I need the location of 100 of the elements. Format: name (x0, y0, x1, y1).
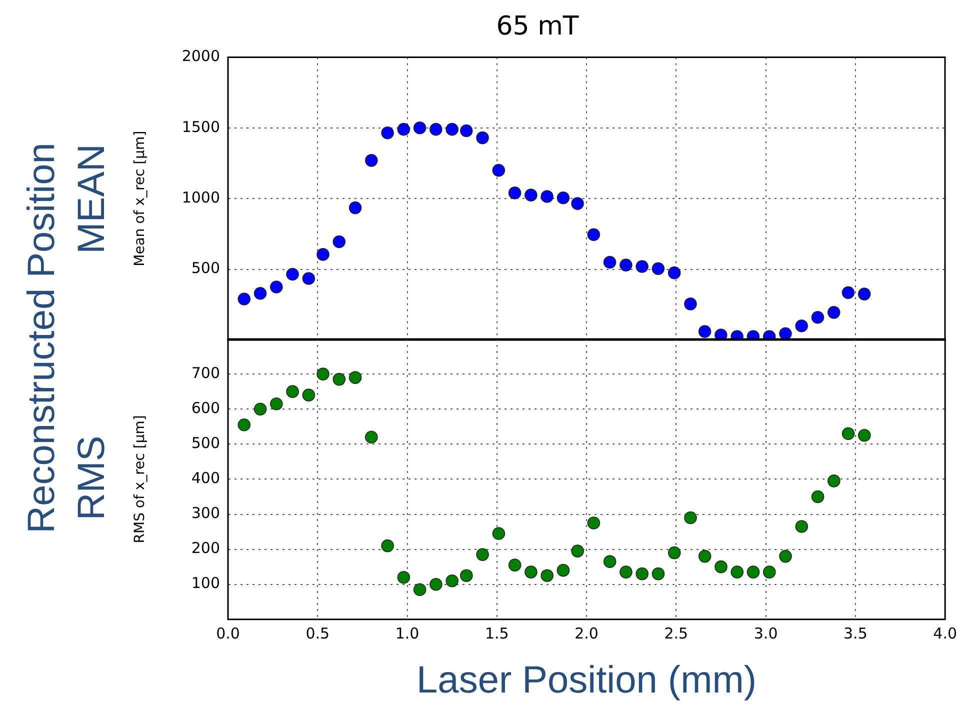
point (571, 197, 584, 210)
point (381, 126, 394, 140)
x-tick-label: 0.0 (216, 624, 240, 642)
point (668, 266, 681, 280)
point (730, 566, 744, 578)
point (714, 328, 728, 340)
point (828, 474, 840, 488)
point (556, 564, 570, 577)
point (524, 188, 538, 202)
point (254, 402, 267, 416)
x-tick-label: 1.5 (484, 624, 509, 642)
point (811, 490, 824, 504)
point (302, 272, 316, 285)
point (714, 560, 728, 574)
point (430, 578, 442, 591)
y-tick-label: 100 (191, 574, 220, 592)
point (476, 548, 489, 561)
y-tick-label: 600 (191, 398, 220, 417)
y-tick-label: 500 (191, 434, 220, 452)
point (652, 262, 665, 275)
point (587, 228, 600, 242)
point (620, 258, 632, 272)
point (492, 527, 506, 540)
y-axis-title: Mean of x_rec [μm] (132, 130, 148, 266)
point (795, 520, 808, 533)
x-tick-label: 3.0 (754, 624, 778, 642)
point (316, 368, 330, 380)
point (332, 372, 346, 386)
y-tick-label: 500 (191, 259, 220, 278)
point (668, 546, 681, 560)
point (332, 235, 346, 248)
x-tick-label: 0.5 (306, 624, 330, 642)
point (430, 122, 442, 136)
point (587, 516, 600, 530)
point (365, 430, 378, 444)
point (476, 131, 489, 144)
point (492, 164, 506, 177)
point (348, 371, 362, 384)
x-tick-label: 1.0 (395, 624, 420, 642)
point (779, 550, 792, 563)
point (571, 544, 584, 558)
point (413, 122, 426, 134)
point (238, 292, 251, 306)
point (684, 511, 697, 524)
point (636, 567, 649, 580)
point (858, 428, 871, 442)
point (446, 574, 458, 588)
point (460, 569, 473, 582)
x-tick-label: 2.5 (664, 624, 688, 642)
text: Reconstructed Position (21, 142, 63, 534)
point (397, 122, 410, 136)
point (779, 327, 792, 340)
point (316, 248, 330, 261)
point (652, 567, 665, 580)
x-tick-label: 4.0 (933, 624, 957, 642)
point (348, 201, 362, 214)
point (238, 418, 251, 432)
x-tick-label: 2.0 (574, 624, 598, 642)
point (460, 124, 473, 138)
point (397, 570, 410, 584)
point (556, 191, 570, 204)
point (698, 325, 712, 338)
point (286, 385, 299, 398)
point (508, 558, 522, 572)
point (795, 319, 808, 332)
point (286, 268, 299, 281)
point (270, 397, 283, 410)
point (827, 306, 840, 319)
text: RMS (71, 436, 113, 520)
point (620, 566, 632, 578)
text: MEAN (71, 144, 113, 254)
point (540, 569, 554, 582)
point (446, 122, 458, 136)
point (508, 186, 522, 200)
point (381, 539, 394, 552)
point (540, 190, 554, 203)
point (603, 256, 616, 269)
y-axis-title: RMS of x_rec [μm] (132, 415, 148, 544)
point (524, 566, 538, 578)
point (684, 298, 697, 310)
y-tick-label: 700 (191, 364, 220, 382)
point (746, 566, 760, 578)
y-tick-label: 200 (191, 539, 220, 558)
point (636, 260, 648, 273)
point (762, 566, 776, 578)
point (302, 388, 316, 402)
y-tick-label: 300 (191, 504, 220, 522)
point (603, 555, 616, 568)
point (842, 286, 855, 300)
y-tick-label: 400 (191, 469, 220, 488)
point (698, 550, 712, 563)
x-axis-title: Laser Position (mm) (416, 660, 757, 702)
point (858, 288, 871, 300)
point (811, 310, 824, 324)
chart-title: 65 mT (496, 11, 579, 42)
point (270, 280, 283, 294)
point (413, 583, 426, 596)
x-tick-label: 3.5 (844, 624, 868, 642)
y-tick-label: 1000 (182, 188, 220, 206)
point (365, 154, 378, 167)
